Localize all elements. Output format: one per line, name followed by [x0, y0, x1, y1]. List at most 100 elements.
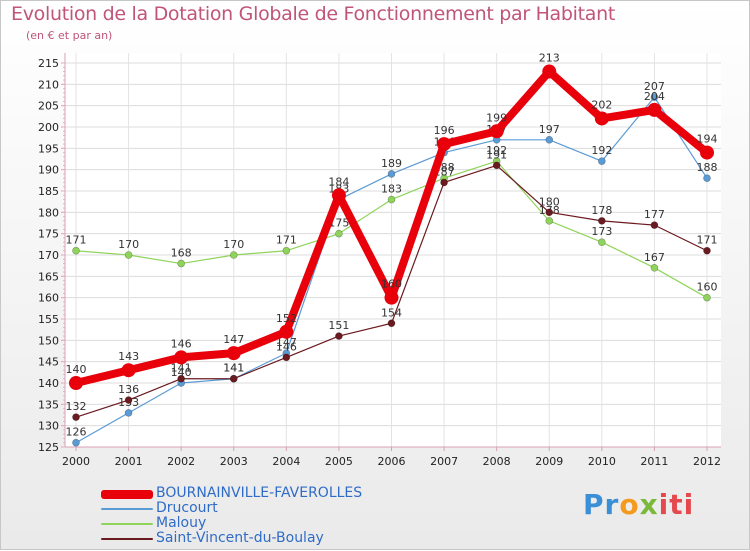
legend-swatch-3	[101, 538, 153, 540]
data-label-s3-2012: 171	[697, 234, 718, 247]
point-s3-2004	[282, 353, 291, 362]
point-s1-2006	[387, 170, 396, 178]
logo-part-2: o	[619, 488, 640, 521]
x-tick-label-2010: 2010	[588, 455, 616, 468]
point-s1-2009	[545, 136, 554, 144]
y-tick-label-150: 150	[38, 334, 59, 347]
point-s0-2001	[121, 363, 136, 378]
y-tick-label-215: 215	[38, 57, 59, 70]
data-label-s0-2002: 146	[171, 337, 192, 350]
point-s0-2007	[437, 137, 452, 152]
point-s0-2012	[700, 145, 714, 160]
point-s0-2003	[226, 346, 241, 361]
x-tick-label-2006: 2006	[378, 455, 406, 468]
x-tick-label-2005: 2005	[325, 455, 353, 468]
point-s0-2006	[384, 290, 399, 305]
point-s2-2000	[72, 246, 80, 255]
point-s3-2009	[545, 208, 554, 217]
x-tick-label-2000: 2000	[62, 455, 90, 468]
y-tick-label-155: 155	[38, 313, 59, 326]
logo-part-3: x	[639, 488, 659, 521]
data-label-s1-2010: 192	[591, 144, 612, 157]
data-label-s0-2004: 152	[276, 312, 297, 325]
data-label-s0-2005: 184	[328, 175, 349, 188]
x-tick-label-2008: 2008	[483, 455, 511, 468]
data-label-s3-2002: 141	[171, 362, 192, 375]
x-tick-label-2004: 2004	[272, 455, 300, 468]
data-label-s3-2005: 151	[328, 319, 349, 332]
y-tick-label-180: 180	[38, 206, 59, 219]
data-label-s1-2004: 147	[276, 336, 297, 349]
chart-subtitle: (en € et par an)	[26, 29, 113, 42]
data-label-s1-2011: 207	[644, 80, 665, 93]
data-label-s2-2008: 192	[486, 144, 507, 157]
data-label-s0-2009: 213	[539, 52, 560, 65]
y-tick-label-145: 145	[38, 356, 59, 369]
legend-label-3: Saint-Vincent-du-Boulay	[156, 530, 324, 546]
point-s0-2002	[174, 350, 189, 365]
y-tick-label-205: 205	[38, 100, 59, 113]
data-label-s1-2003: 141	[223, 362, 244, 375]
data-label-s0-2007: 196	[434, 124, 455, 137]
point-s2-2004	[282, 246, 291, 255]
data-label-s1-2002: 140	[171, 366, 192, 379]
point-s0-2011	[647, 102, 662, 117]
data-label-s1-2009: 197	[539, 123, 560, 136]
data-label-s1-2000: 126	[66, 426, 87, 439]
data-label-s2-2010: 173	[591, 225, 612, 238]
point-s3-2007	[440, 178, 448, 187]
logo-part-4: iti	[658, 488, 695, 521]
data-label-s2-2001: 170	[118, 238, 139, 251]
point-s3-2010	[598, 217, 606, 225]
point-s3-2012	[703, 246, 711, 255]
logo-part-1: Pr	[583, 488, 620, 521]
data-label-s0-2010: 202	[591, 98, 612, 111]
data-label-s2-2003: 170	[223, 238, 244, 251]
y-tick-label-175: 175	[38, 228, 59, 241]
data-label-s0-2011: 204	[644, 90, 665, 103]
point-s2-2002	[177, 259, 185, 268]
legend-label-2: Malouy	[156, 515, 207, 531]
point-s0-2008	[489, 124, 504, 139]
x-tick-label-2003: 2003	[220, 455, 248, 468]
point-s3-2003	[229, 374, 238, 383]
data-label-s0-2001: 143	[118, 350, 139, 363]
point-s2-2011	[650, 263, 659, 272]
legend-label-0: BOURNAINVILLE-FAVEROLLES	[156, 485, 363, 501]
chart-title: Evolution de la Dotation Globale de Fonc…	[11, 3, 616, 25]
legend-swatch-0	[101, 489, 153, 499]
y-tick-label-140: 140	[38, 377, 59, 390]
data-label-s3-2011: 177	[644, 208, 665, 221]
y-tick-label-185: 185	[38, 185, 59, 198]
y-tick-label-170: 170	[38, 249, 59, 262]
x-tick-label-2009: 2009	[535, 455, 563, 468]
point-s0-2000	[69, 376, 83, 390]
data-label-s0-2003: 147	[223, 333, 244, 346]
data-label-s1-2012: 188	[697, 161, 718, 174]
point-s2-2006	[387, 195, 396, 204]
legend-swatch-2	[101, 523, 153, 525]
legend-label-1: Drucourt	[156, 500, 218, 516]
y-tick-label-130: 130	[38, 420, 59, 433]
point-s1-2012	[703, 174, 711, 182]
data-label-s0-2000: 140	[66, 363, 87, 376]
data-label-s0-2012: 194	[697, 133, 718, 146]
point-s2-2003	[229, 251, 238, 259]
data-label-s3-2004: 146	[276, 340, 297, 353]
x-tick-label-2002: 2002	[167, 455, 195, 468]
x-tick-label-2007: 2007	[430, 455, 458, 468]
data-label-s2-2006: 183	[381, 183, 402, 196]
point-s2-2009	[545, 217, 554, 225]
point-s1-2010	[598, 157, 606, 165]
data-label-s3-2003: 141	[223, 362, 244, 375]
point-s2-2010	[598, 238, 606, 246]
data-label-s2-2002: 168	[171, 247, 192, 260]
legend-swatch-1	[101, 508, 153, 510]
point-s0-2005	[331, 188, 346, 203]
point-s1-2000	[72, 438, 80, 447]
data-label-s0-2006: 160	[381, 278, 402, 291]
data-label-s2-2011: 167	[644, 251, 665, 264]
data-label-s3-2001: 136	[118, 383, 139, 396]
point-s0-2009	[542, 64, 557, 79]
